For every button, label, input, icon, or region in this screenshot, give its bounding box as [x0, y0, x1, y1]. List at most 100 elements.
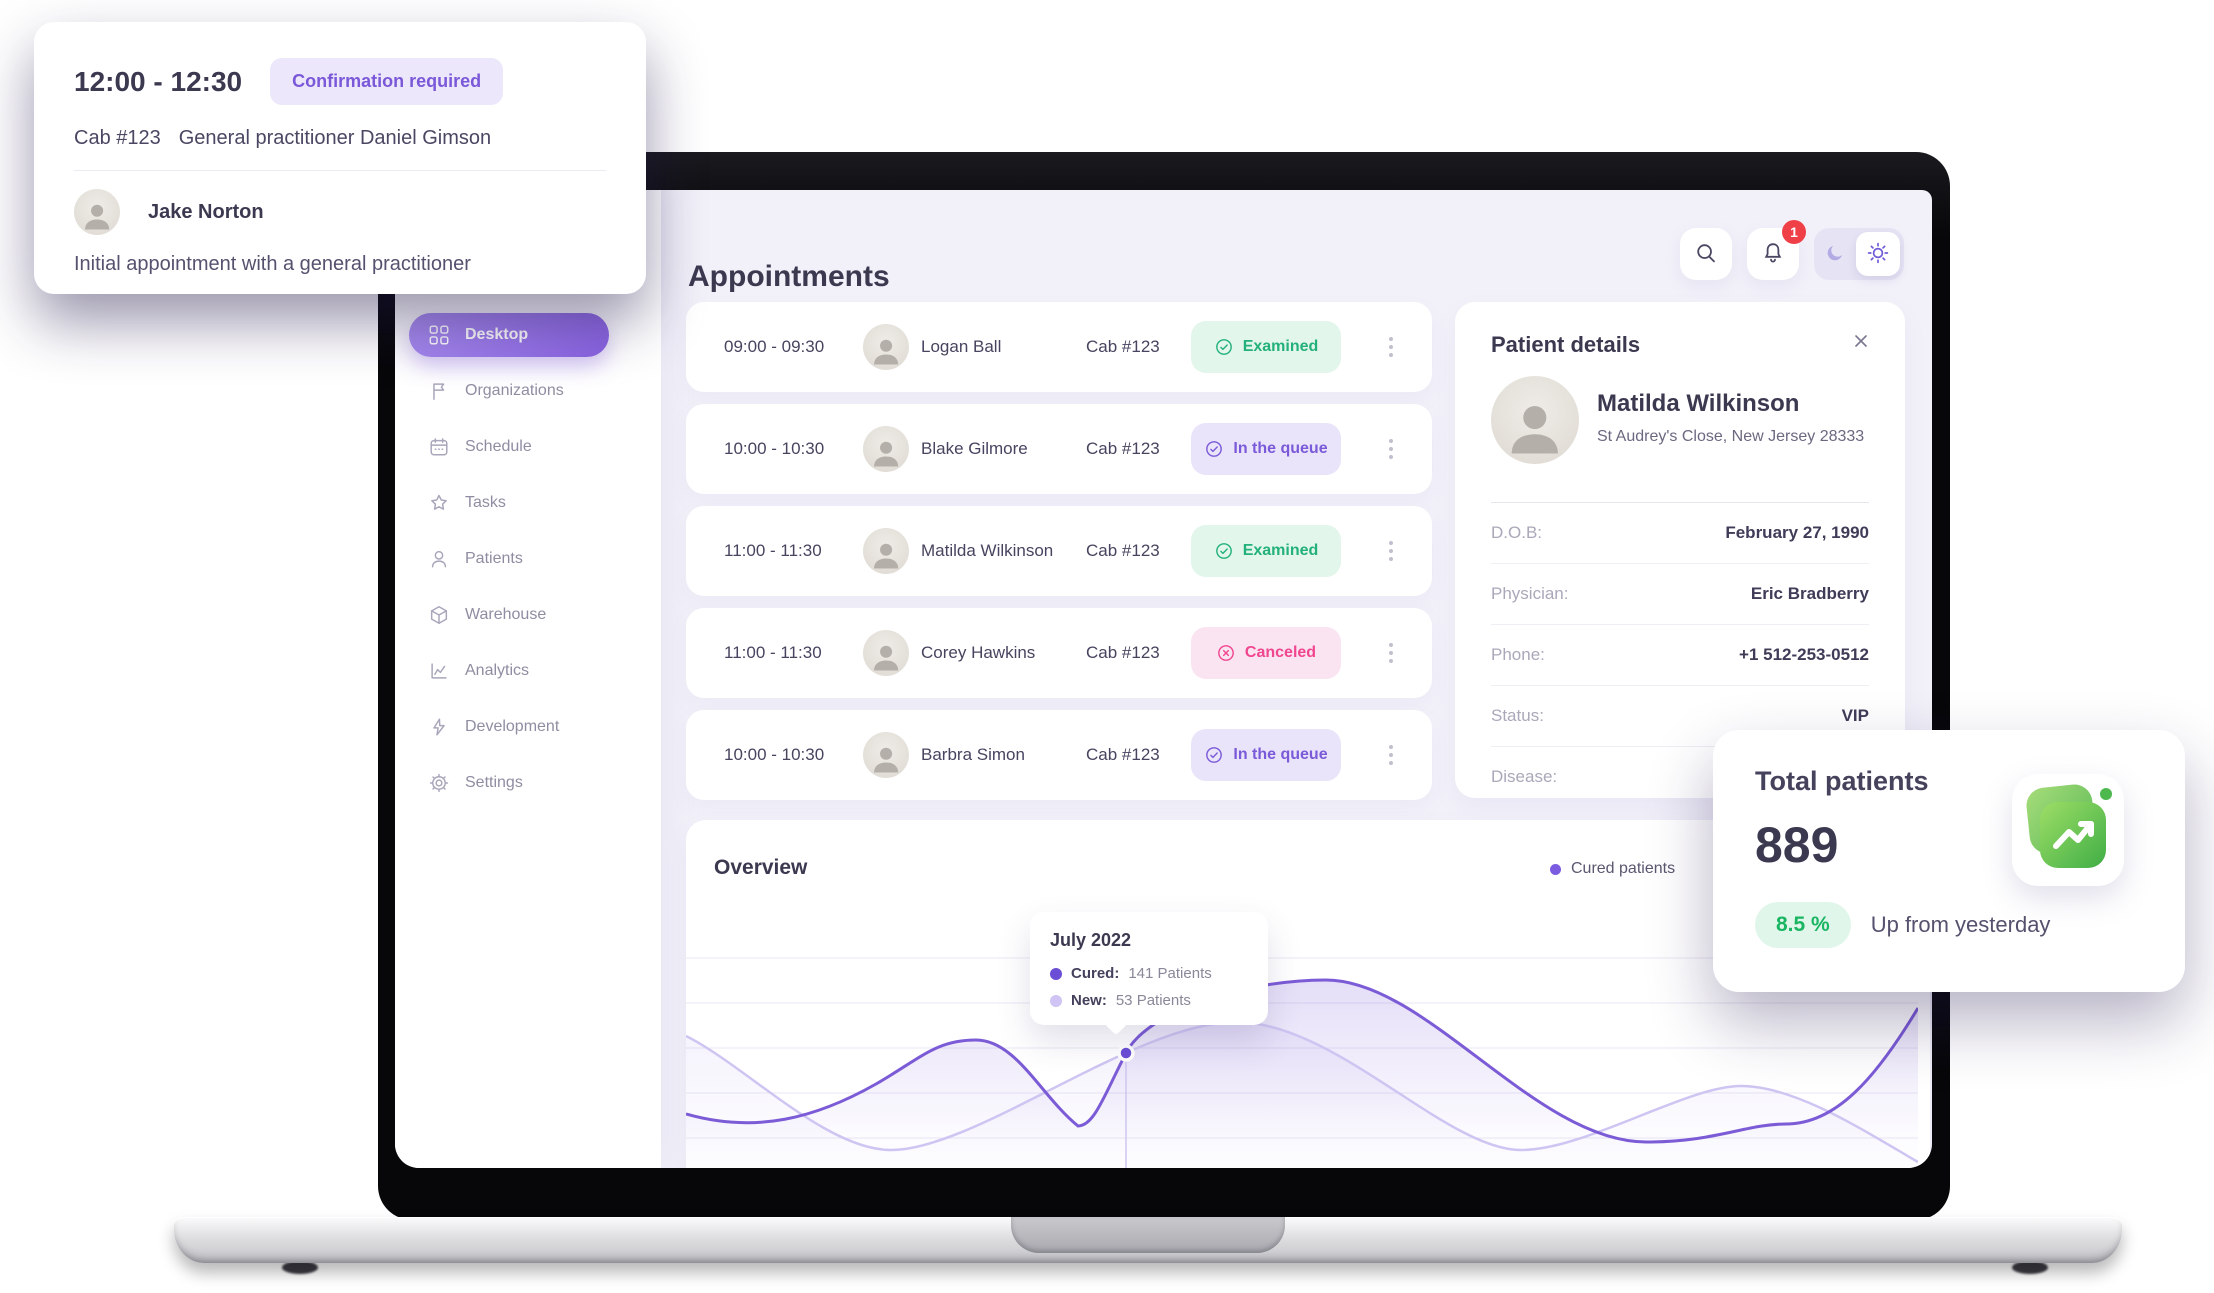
check-circle-icon	[1215, 543, 1232, 559]
patient-name: Jake Norton	[148, 200, 264, 223]
status-label: Canceled	[1244, 644, 1317, 661]
row-menu-button[interactable]	[1376, 631, 1406, 675]
appointment-row[interactable]: 11:00 - 11:30 Corey Hawkins Cab #123 Can…	[686, 608, 1432, 698]
cab-number: Cab #123	[1086, 643, 1160, 662]
total-patients-card: Total patients 889 8.5 % Up from yesterd…	[1713, 730, 2185, 992]
field-label: Status:	[1491, 706, 1544, 725]
light-mode-button[interactable]	[1856, 232, 1900, 276]
row-menu-button[interactable]	[1376, 529, 1406, 573]
cured-dot	[1050, 967, 1062, 980]
chart-tooltip: July 2022 Cured: 141 Patients New: 53 Pa…	[1030, 912, 1268, 1025]
laptop-foot	[2012, 1261, 2048, 1274]
patient-fields: D.O.B: February 27, 1990 Physician: Eric…	[1491, 502, 1869, 807]
sidebar-item-label: Tasks	[465, 494, 506, 511]
status-label: In the queue	[1233, 746, 1328, 763]
appointment-time: 09:00 - 09:30	[724, 337, 825, 356]
patient-field-row: Phone: +1 512-253-0512	[1491, 624, 1869, 685]
sidebar-item-organizations[interactable]: Organizations	[409, 369, 609, 413]
dashboard-app: Desktop Organizations Schedule	[395, 190, 1932, 1168]
laptop-base	[174, 1217, 2122, 1263]
sidebar-item-desktop[interactable]: Desktop	[409, 313, 609, 357]
status-badge: Examined	[1191, 525, 1341, 577]
patient-details-name: Matilda Wilkinson	[1597, 390, 1800, 417]
trend-up-icon	[2018, 778, 2118, 883]
status-label: Examined	[1242, 338, 1319, 355]
appointment-note: Initial appointment with a general pract…	[74, 253, 471, 275]
patient-name: Matilda Wilkinson	[921, 541, 1054, 560]
dark-mode-button[interactable]	[1814, 228, 1856, 280]
row-menu-button[interactable]	[1376, 325, 1406, 369]
sidebar-item-label: Settings	[465, 774, 523, 791]
practitioner-name: General practitioner Daniel Gimson	[178, 127, 492, 149]
appointment-time: 11:00 - 11:30	[724, 541, 822, 560]
status-badge: Examined	[1191, 321, 1341, 373]
appointment-row[interactable]: 11:00 - 11:30 Matilda Wilkinson Cab #123…	[686, 506, 1432, 596]
appointment-row[interactable]: 09:00 - 09:30 Logan Ball Cab #123 Examin…	[686, 302, 1432, 392]
sidebar-item-development[interactable]: Development	[409, 705, 609, 749]
appointment-time: 10:00 - 10:30	[724, 745, 825, 764]
notification-count-badge: 1	[1782, 220, 1806, 244]
avatar	[863, 630, 909, 676]
patient-name: Logan Ball	[921, 337, 1002, 356]
sidebar-item-analytics[interactable]: Analytics	[409, 649, 609, 693]
field-label: Disease:	[1491, 767, 1558, 786]
sidebar: Desktop Organizations Schedule	[395, 190, 661, 1168]
check-circle-icon	[1206, 747, 1223, 763]
field-value: February 27, 1990	[1725, 523, 1869, 542]
bell-icon	[1761, 241, 1785, 268]
tooltip-label: Cured:	[1071, 965, 1120, 982]
sidebar-item-tasks[interactable]: Tasks	[409, 481, 609, 525]
avatar	[863, 528, 909, 574]
sidebar-item-label: Analytics	[465, 662, 530, 679]
theme-toggle[interactable]	[1814, 228, 1904, 280]
row-menu-button[interactable]	[1376, 427, 1406, 471]
cab-number: Cab #123	[1086, 439, 1160, 458]
patient-name: Barbra Simon	[921, 745, 1025, 764]
field-value: Eric Bradberry	[1750, 584, 1869, 603]
delta-badge: 8.5 %	[1755, 902, 1851, 948]
sidebar-item-patients[interactable]: Patients	[409, 537, 609, 581]
sidebar-item-settings[interactable]: Settings	[409, 761, 609, 805]
check-circle-icon	[1206, 441, 1223, 457]
total-patients-title: Total patients	[1755, 766, 1929, 796]
field-value: VIP	[1841, 706, 1869, 725]
legend-dot	[1550, 863, 1561, 875]
total-patients-value: 889	[1755, 817, 1839, 873]
sidebar-item-schedule[interactable]: Schedule	[409, 425, 609, 469]
status-badge: In the queue	[1191, 729, 1341, 781]
grid-icon	[428, 324, 450, 346]
area-fill-cured	[686, 980, 1918, 1168]
field-value: +1 512-253-0512	[1739, 645, 1869, 664]
new-dot	[1050, 994, 1062, 1007]
chart-legend: Cured patients	[1550, 860, 1675, 878]
chart-icon	[428, 660, 450, 682]
appointment-row[interactable]: 10:00 - 10:30 Barbra Simon Cab #123 In t…	[686, 710, 1432, 800]
field-label: D.O.B:	[1491, 523, 1543, 542]
appointment-time: 11:00 - 11:30	[724, 643, 822, 662]
confirmation-badge: Confirmation required	[270, 58, 504, 105]
highlighted-point	[1117, 1044, 1135, 1062]
x-circle-icon	[1218, 645, 1234, 661]
patient-details-panel: Patient details Matilda Wilkinson St Aud…	[1455, 302, 1905, 798]
row-menu-button[interactable]	[1376, 733, 1406, 777]
patient-name: Corey Hawkins	[921, 643, 1036, 662]
overview-title: Overview	[714, 856, 808, 879]
star-icon	[428, 492, 450, 514]
field-label: Phone:	[1491, 645, 1545, 664]
notifications-button[interactable]: 1	[1747, 220, 1806, 280]
patient-field-row: Physician: Eric Bradberry	[1491, 563, 1869, 624]
close-button[interactable]	[1843, 324, 1879, 360]
sidebar-item-label: Warehouse	[465, 606, 547, 623]
tooltip-label: New:	[1071, 992, 1107, 1009]
status-label: Examined	[1242, 542, 1319, 559]
delta-caption: Up from yesterday	[1870, 912, 2051, 937]
search-button[interactable]	[1680, 228, 1732, 280]
trend-icon-tile	[2012, 774, 2124, 886]
appointment-row[interactable]: 10:00 - 10:30 Blake Gilmore Cab #123 In …	[686, 404, 1432, 494]
sidebar-item-warehouse[interactable]: Warehouse	[409, 593, 609, 637]
avatar	[863, 732, 909, 778]
patient-field-row: Status: VIP	[1491, 685, 1869, 746]
person-icon	[428, 548, 450, 570]
appointments-list: 09:00 - 09:30 Logan Ball Cab #123 Examin…	[686, 302, 1432, 812]
